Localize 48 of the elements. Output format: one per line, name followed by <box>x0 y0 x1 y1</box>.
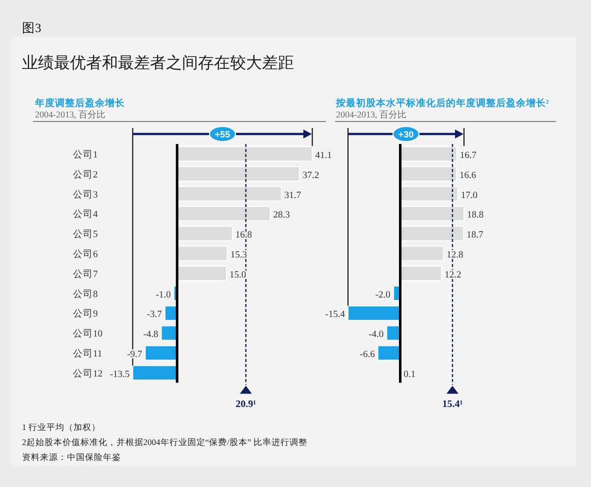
data-label: 16.7 <box>460 150 477 161</box>
data-label: -15.4 <box>325 310 346 320</box>
data-label: -1.0 <box>156 290 172 300</box>
data-label: -3.7 <box>146 310 162 320</box>
data-label: 18.7 <box>466 230 484 241</box>
data-label: 31.7 <box>284 190 302 201</box>
y-tick-label: 公司5 <box>73 228 98 240</box>
data-label: 18.8 <box>467 210 484 221</box>
chart-subtitle: 2004-2013, 百分比 <box>336 110 406 120</box>
y-tick-label: 公司3 <box>73 188 98 200</box>
y-tick-label: 公司9 <box>73 308 98 320</box>
y-tick-label: 公司10 <box>73 328 103 340</box>
y-tick-label: 公司6 <box>73 248 98 260</box>
ref-line-label: 15.4¹ <box>442 398 463 410</box>
y-tick-label: 公司4 <box>73 208 98 220</box>
data-label: 37.2 <box>302 170 320 181</box>
y-tick-label: 公司2 <box>73 168 98 180</box>
chart-title: 年度调整后盈余增长 <box>34 97 126 109</box>
data-label: -13.5 <box>110 370 130 380</box>
y-tick-label: 公司8 <box>73 288 98 300</box>
y-tick-label: 公司7 <box>73 268 98 280</box>
data-label: 12.8 <box>446 250 464 260</box>
text: 1 行业平均（加权） <box>22 422 100 432</box>
ref-line-label: 20.9¹ <box>236 398 256 410</box>
data-label: -6.6 <box>360 350 376 360</box>
text: 资料来源：中国保险年鉴 <box>22 452 121 462</box>
data-label: 15.3 <box>230 250 248 260</box>
y-tick-label: 公司11 <box>73 347 102 360</box>
data-label: 12.2 <box>444 270 462 280</box>
text: +55 <box>214 129 230 140</box>
caption: 图3 <box>22 21 42 35</box>
chart-title: 按最初股本水平标准化后的年度调整后盈余增长² <box>335 97 549 109</box>
data-label: -4.8 <box>143 330 159 340</box>
data-label: 28.3 <box>273 210 290 221</box>
data-label: 16.8 <box>235 230 252 241</box>
y-tick-label: 公司12 <box>73 367 103 380</box>
text: 2起始股本价值标准化，并根据2004年行业固定“保费/股本” 比率进行调整 <box>22 437 308 447</box>
data-label: -4.0 <box>368 330 384 340</box>
chart-subtitle: 2004-2013, 百分比 <box>35 110 106 120</box>
data-label: -2.0 <box>375 290 391 300</box>
text: +30 <box>398 129 414 140</box>
data-label: 0.1 <box>404 370 416 380</box>
data-label: 16.6 <box>460 170 476 181</box>
data-label: 41.1 <box>315 150 332 161</box>
text: 业绩最优者和最差者之间存在较大差距 <box>22 54 294 72</box>
data-label: 17.0 <box>460 190 478 201</box>
data-label: 15.0 <box>229 270 246 280</box>
y-tick-label: 公司1 <box>73 148 98 160</box>
